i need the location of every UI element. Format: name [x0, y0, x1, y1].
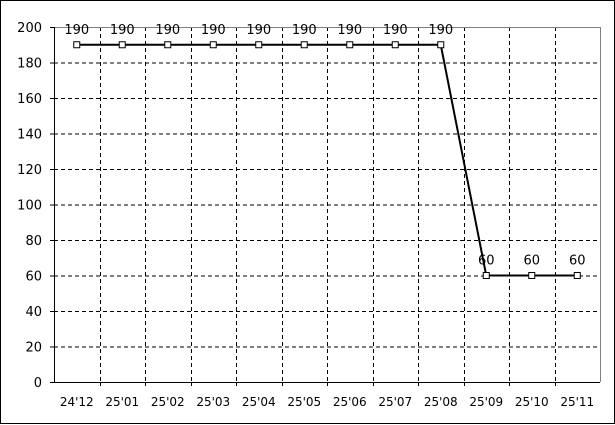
data-point-marker: [255, 41, 263, 49]
data-label: 190: [383, 23, 408, 38]
data-point-marker: [300, 41, 308, 49]
x-tick-label: 25'10: [515, 395, 549, 409]
x-tick-label: 25'05: [287, 395, 321, 409]
data-label: 190: [246, 23, 271, 38]
y-tick-label: 40: [25, 305, 42, 320]
data-point-marker: [482, 272, 490, 279]
y-tick-label: 200: [17, 21, 42, 36]
y-tick-label: 120: [17, 163, 42, 178]
data-label: 190: [155, 23, 180, 38]
y-tick-label: 160: [17, 92, 42, 107]
x-tick-label: 25'09: [469, 395, 503, 409]
data-label: 190: [64, 23, 89, 38]
x-tick-label: 25'01: [105, 395, 139, 409]
data-point-marker: [164, 41, 172, 49]
x-tick-label: 25'11: [560, 395, 594, 409]
data-label: 60: [523, 254, 540, 269]
x-tick-label: 25'02: [151, 395, 185, 409]
data-label: 60: [478, 254, 495, 269]
y-tick-label: 140: [17, 128, 42, 143]
y-tick-label: 100: [17, 199, 42, 214]
y-tick-label: 20: [25, 341, 42, 356]
y-tick-label: 80: [25, 234, 42, 249]
data-point-marker: [391, 41, 399, 49]
x-tick-label: 25'03: [196, 395, 230, 409]
data-label: 190: [292, 23, 317, 38]
data-label: 190: [337, 23, 362, 38]
data-point-marker: [528, 272, 536, 279]
data-point-marker: [209, 41, 217, 49]
data-point-marker: [346, 41, 354, 49]
x-tick-label: 24'12: [60, 395, 94, 409]
data-point-marker: [573, 272, 581, 279]
y-tick-label: 180: [17, 57, 42, 72]
y-tick-label: 0: [34, 376, 42, 391]
data-point-marker: [73, 41, 81, 49]
series-line: [76, 43, 578, 277]
data-label: 190: [201, 23, 226, 38]
data-label: 190: [428, 23, 453, 38]
x-tick-label: 25'07: [378, 395, 412, 409]
data-point-marker: [118, 41, 126, 49]
y-tick-label: 60: [25, 270, 42, 285]
x-tick-label: 25'04: [242, 395, 276, 409]
x-tick-label: 25'06: [333, 395, 367, 409]
data-point-marker: [437, 41, 445, 49]
x-tick-label: 25'08: [424, 395, 458, 409]
data-label: 60: [569, 254, 586, 269]
data-label: 190: [110, 23, 135, 38]
